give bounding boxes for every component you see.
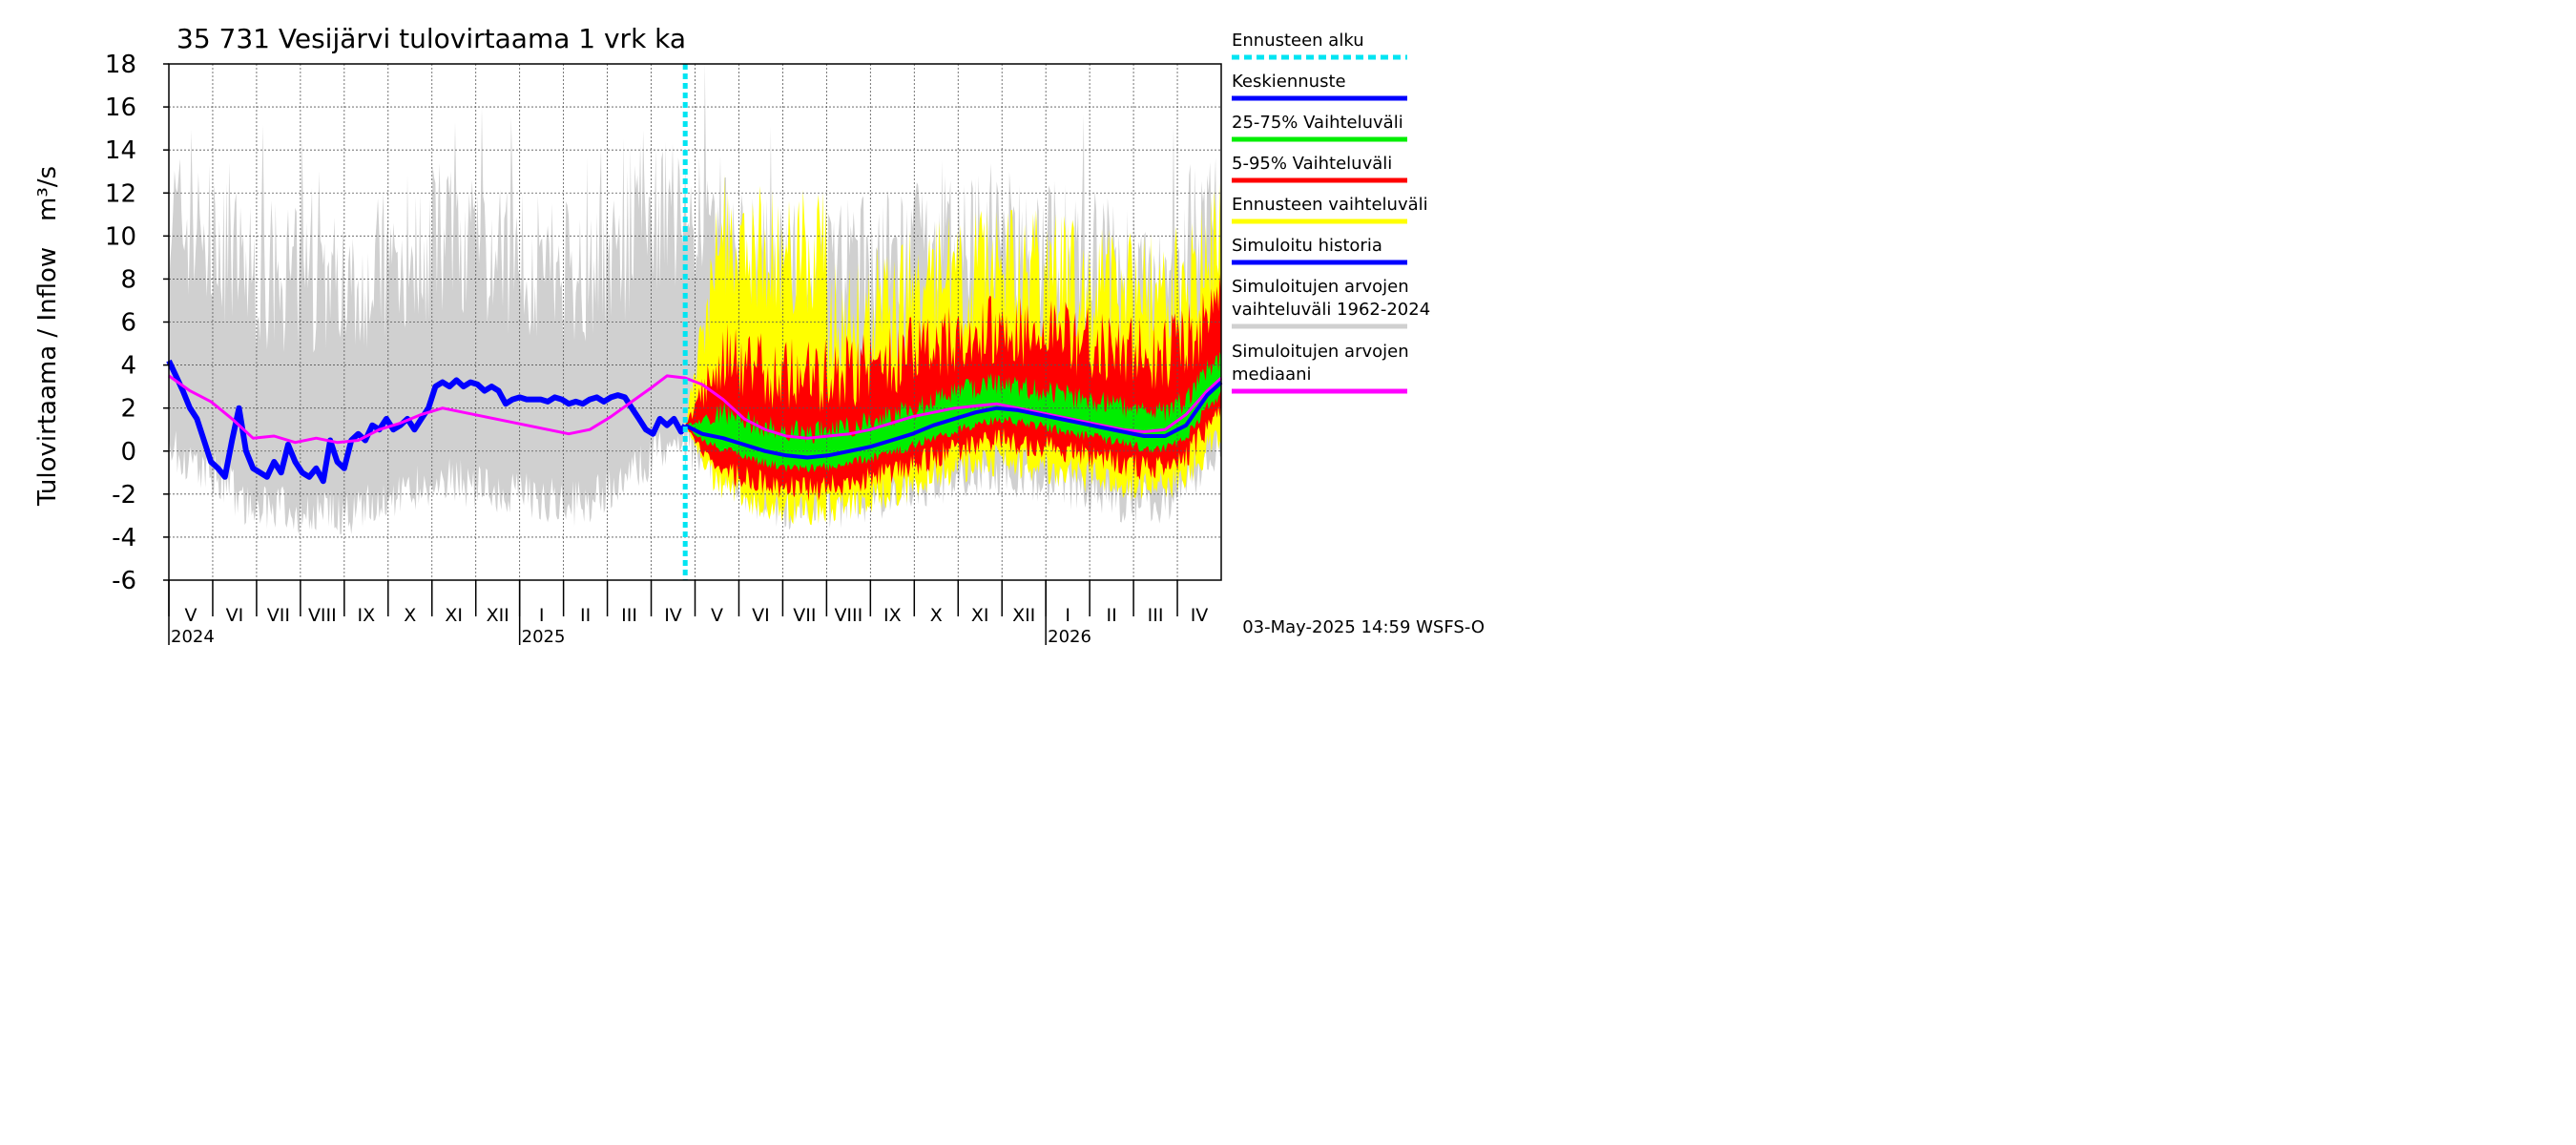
y-tick-label: -4 <box>112 524 136 552</box>
y-tick-label: 12 <box>105 179 136 208</box>
median-line <box>168 374 1223 445</box>
x-month-label: III <box>621 605 637 626</box>
x-month-label: XII <box>487 605 509 626</box>
y-tick-label: 8 <box>120 265 136 294</box>
y-tick-label: 4 <box>120 352 136 381</box>
x-month-label: XI <box>445 605 463 626</box>
y-tick-label: 0 <box>120 438 136 467</box>
legend-label: Simuloitujen arvojen <box>1232 277 1409 297</box>
x-month-label: III <box>1148 605 1164 626</box>
y-tick-label: 16 <box>105 94 136 122</box>
y-tick-label: -6 <box>112 567 136 595</box>
y-axis-unit: m³/s <box>33 166 62 221</box>
forecast-25-75-band <box>685 351 1221 473</box>
legend-label: 5-95% Vaihteluväli <box>1232 154 1392 174</box>
y-tick-label: 10 <box>105 222 136 251</box>
legend-label: mediaani <box>1232 364 1312 385</box>
footer-timestamp: 03-May-2025 14:59 WSFS-O <box>1242 617 1485 637</box>
hydrograph-chart: 35 731 Vesijärvi tulovirtaama 1 vrk ka T… <box>33 23 1485 647</box>
series-lines <box>166 64 1223 580</box>
y-axis-label: Tulovirtaama / Inflow <box>33 247 62 507</box>
x-month-label: IX <box>883 605 902 626</box>
x-month-label: XI <box>971 605 989 626</box>
forecast-mean-line <box>684 381 1223 460</box>
x-month-label: VII <box>267 605 290 626</box>
legend-label: Simuloitu historia <box>1232 236 1382 256</box>
x-month-label: IV <box>1191 605 1209 626</box>
y-tick-label: 14 <box>105 136 136 165</box>
x-month-label: VI <box>226 605 244 626</box>
x-year-label: 2025 <box>522 627 566 647</box>
x-month-label: I <box>1065 605 1070 626</box>
x-month-label: IV <box>664 605 682 626</box>
chart-title: 35 731 Vesijärvi tulovirtaama 1 vrk ka <box>177 23 686 54</box>
y-tick-label: 2 <box>120 395 136 424</box>
legend-label: Simuloitujen arvojen <box>1232 342 1409 362</box>
y-tick-label: -2 <box>112 481 136 510</box>
x-month-label: VI <box>752 605 770 626</box>
legend-label: 25-75% Vaihteluväli <box>1232 113 1403 133</box>
legend-label: Ennusteen alku <box>1232 31 1364 51</box>
x-month-label: II <box>580 605 591 626</box>
y-tick-label: 18 <box>105 51 136 79</box>
x-year-label: 2024 <box>171 627 215 647</box>
x-month-label: X <box>930 605 943 626</box>
y-tick-label: 6 <box>120 309 136 338</box>
x-month-label: XII <box>1012 605 1035 626</box>
legend-label: vaihteluväli 1962-2024 <box>1232 300 1430 320</box>
legend: Ennusteen alku Keskiennuste 25-75% Vaihtel… <box>1232 31 1430 394</box>
x-month-label: I <box>539 605 545 626</box>
legend-label: Ennusteen vaihteluväli <box>1232 195 1428 215</box>
x-month-label: X <box>404 605 416 626</box>
simulated-history-line <box>166 359 688 485</box>
x-month-label: V <box>184 605 197 626</box>
x-month-label: V <box>711 605 723 626</box>
x-month-label: II <box>1106 605 1116 626</box>
x-month-label: VII <box>793 605 816 626</box>
x-month-label: IX <box>358 605 376 626</box>
legend-label: Keskiennuste <box>1232 72 1346 92</box>
x-year-label: 2026 <box>1048 627 1091 647</box>
x-month-label: VIII <box>834 605 862 626</box>
x-month-label: VIII <box>308 605 337 626</box>
